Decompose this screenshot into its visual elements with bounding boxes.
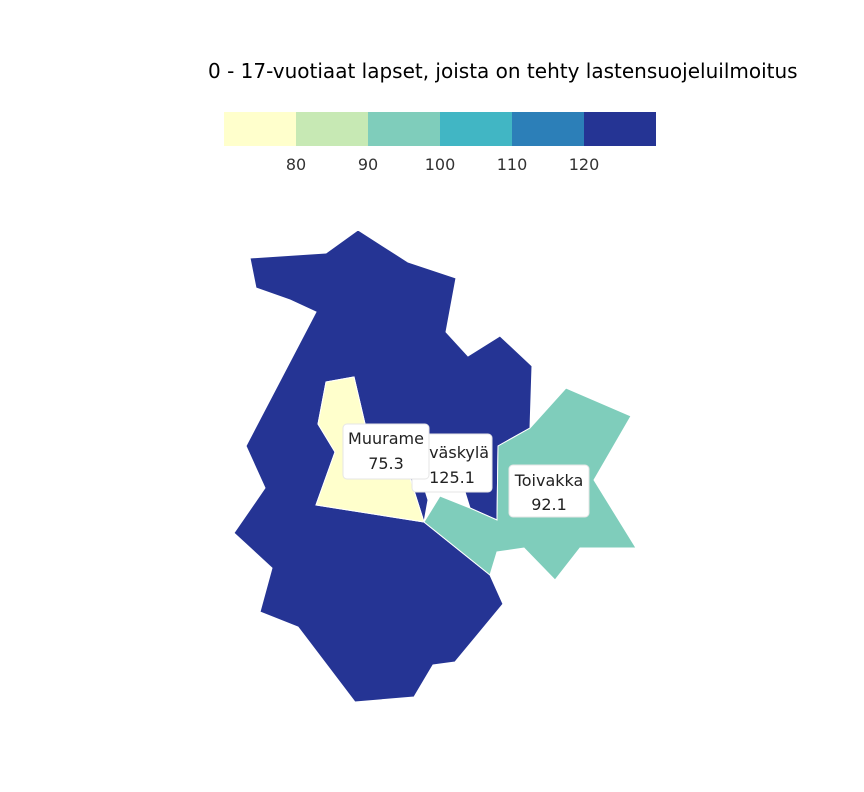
legend-tick-120: 120 (569, 155, 600, 174)
legend-swatch-1 (224, 112, 296, 146)
legend-tick-110: 110 (497, 155, 528, 174)
legend-swatch-2 (296, 112, 368, 146)
label-toivakka-value: 92.1 (531, 495, 567, 514)
map-title: 0 - 17-vuotiaat lapset, joista on tehty … (208, 59, 798, 83)
region-labels: Jyväskylä 125.1 Muurame 75.3 Toivakka 92… (342, 423, 590, 518)
label-jyvaskyla-name: Jyväskylä (414, 443, 489, 462)
label-toivakka-name: Toivakka (514, 471, 584, 490)
label-muurame-value: 75.3 (368, 454, 404, 473)
label-muurame-name: Muurame (348, 429, 424, 448)
legend-swatch-3 (368, 112, 440, 146)
label-toivakka-box (508, 464, 590, 518)
label-jyvaskyla-value: 125.1 (429, 468, 475, 487)
label-jyvaskyla: Jyväskylä 125.1 (411, 433, 493, 493)
label-muurame: Muurame 75.3 (342, 423, 430, 480)
legend-swatch-6 (584, 112, 656, 146)
label-toivakka: Toivakka 92.1 (508, 464, 590, 518)
legend-tick-80: 80 (286, 155, 306, 174)
legend-swatch-5 (512, 112, 584, 146)
legend-swatch-4 (440, 112, 512, 146)
legend-tick-100: 100 (425, 155, 456, 174)
legend: 80 90 100 110 120 (224, 112, 656, 174)
legend-tick-90: 90 (358, 155, 378, 174)
label-muurame-box (342, 423, 430, 480)
